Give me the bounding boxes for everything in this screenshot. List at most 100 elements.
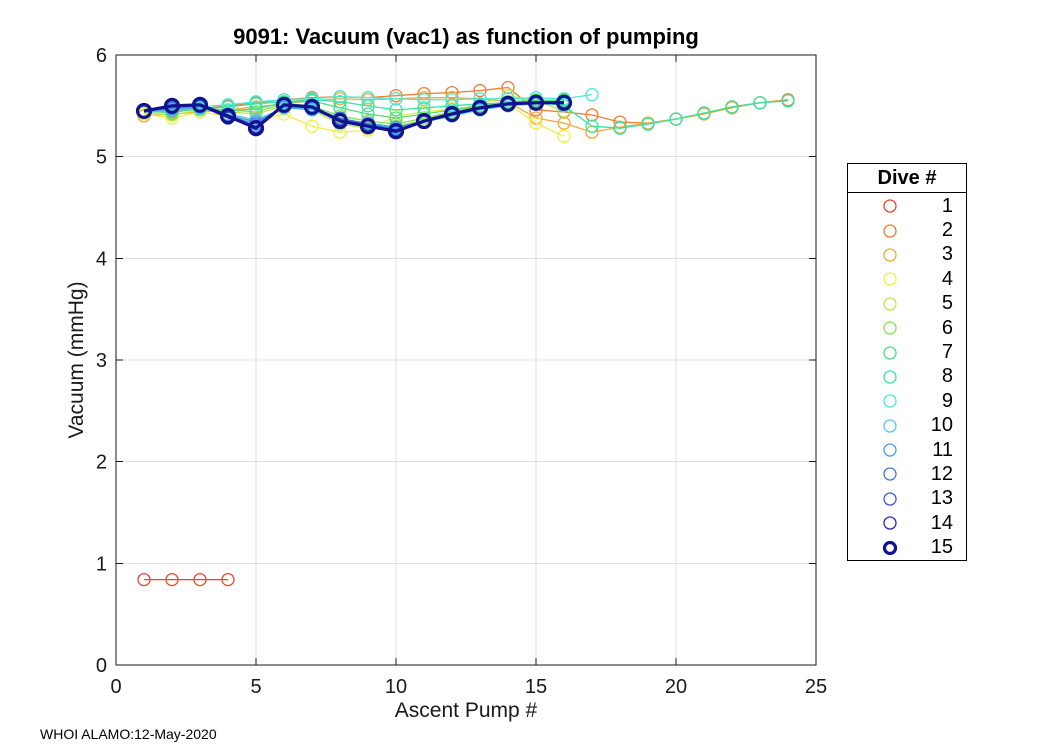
series-line-dive-9 (143, 94, 593, 112)
marker-dive-8 (333, 95, 347, 109)
marker-dive-7 (249, 102, 263, 116)
marker-dive-1 (165, 572, 179, 587)
series-line-dive-8 (143, 99, 789, 129)
y-tick-label: 3 (96, 350, 107, 372)
legend-label: 7 (941, 341, 953, 364)
marker-dive-8 (641, 117, 655, 131)
marker-dive-8 (585, 119, 599, 133)
legend-marker-icon (883, 321, 897, 335)
y-tick-label: 5 (96, 147, 107, 169)
legend-marker-icon (883, 419, 897, 433)
legend-row-dive-14: 14 (848, 511, 966, 535)
x-tick-label: 25 (805, 676, 827, 698)
marker-dive-1 (193, 572, 207, 587)
legend-label: 5 (941, 292, 953, 315)
marker-dive-2 (445, 85, 459, 100)
y-axis-label: Vacuum (mmHg) (65, 281, 88, 439)
legend-row-dive-2: 2 (848, 219, 966, 243)
legend-row-dive-3: 3 (848, 243, 966, 267)
legend-row-dive-10: 10 (848, 414, 966, 438)
marker-dive-4 (305, 119, 319, 133)
legend-label: 15 (930, 536, 953, 559)
series-line-dive-15 (143, 101, 564, 133)
legend-row-dive-12: 12 (848, 462, 966, 486)
legend-marker-icon (883, 443, 897, 457)
x-axis-label: Ascent Pump # (394, 699, 538, 722)
marker-dive-8 (725, 100, 739, 114)
y-tick-label: 2 (96, 452, 107, 474)
marker-dive-15 (443, 105, 461, 123)
marker-dive-8 (389, 103, 403, 117)
x-tick-label: 20 (665, 676, 687, 698)
x-tick-label: 5 (250, 676, 261, 698)
x-tick-label: 0 (110, 676, 121, 698)
marker-dive-15 (247, 120, 265, 137)
legend-marker-icon (883, 370, 897, 384)
marker-dive-9 (585, 88, 599, 102)
marker-dive-15 (191, 96, 209, 113)
marker-dive-1 (137, 572, 151, 587)
legend-label: 1 (941, 194, 953, 217)
marker-dive-15 (527, 94, 545, 111)
marker-dive-8 (361, 99, 375, 113)
chart-title: 9091: Vacuum (vac1) as function of pumpi… (233, 24, 699, 49)
marker-dive-4 (529, 116, 543, 130)
marker-dive-15 (135, 102, 153, 120)
marker-dive-2 (585, 108, 599, 122)
y-tick-label: 6 (96, 45, 107, 67)
legend-marker-icon (883, 394, 897, 408)
legend-marker-icon (882, 540, 898, 555)
legend-marker-icon (883, 345, 897, 360)
legend-label: 14 (930, 511, 953, 534)
marker-dive-9 (417, 93, 431, 107)
legend-row-dive-9: 9 (848, 389, 966, 413)
marker-dive-15 (219, 107, 237, 125)
marker-dive-15 (275, 96, 293, 113)
legend-marker-icon (883, 248, 897, 262)
marker-dive-8 (697, 106, 711, 120)
marker-dive-8 (613, 121, 627, 135)
x-tick-label: 10 (385, 676, 407, 698)
marker-dive-8 (753, 96, 767, 110)
marker-dive-15 (415, 112, 433, 130)
marker-dive-1 (221, 572, 235, 587)
marker-dive-9 (249, 95, 263, 109)
marker-dive-3 (529, 111, 543, 125)
legend-marker-icon (883, 272, 897, 287)
marker-dive-9 (473, 92, 487, 106)
legend-label: 13 (930, 487, 953, 510)
legend-row-dive-4: 4 (848, 267, 966, 291)
marker-dive-8 (781, 94, 795, 108)
x-tick-label: 15 (525, 676, 547, 698)
legend-row-dive-5: 5 (848, 292, 966, 316)
legend-row-dive-11: 11 (848, 438, 966, 462)
legend-marker-icon (883, 516, 897, 530)
footer-note: WHOI ALAMO:12-May-2020 (40, 726, 217, 742)
y-tick-label: 4 (96, 248, 107, 270)
legend-row-dive-1: 1 (848, 194, 966, 218)
marker-dive-9 (333, 90, 347, 104)
legend-marker-icon (883, 492, 897, 506)
legend-row-dive-6: 6 (848, 316, 966, 340)
marker-dive-15 (471, 99, 489, 116)
legend-marker-icon (883, 223, 897, 238)
legend-label: 8 (941, 365, 953, 388)
marker-dive-9 (445, 93, 459, 107)
marker-dive-2 (389, 89, 403, 103)
marker-dive-9 (305, 92, 319, 106)
marker-dive-15 (359, 118, 377, 135)
marker-dive-2 (473, 83, 487, 98)
legend-label: 2 (941, 219, 953, 242)
marker-dive-2 (501, 80, 515, 95)
legend-title: Dive # (848, 164, 966, 193)
marker-dive-8 (669, 112, 683, 126)
legend-label: 10 (930, 414, 953, 437)
y-tick-label: 1 (96, 553, 107, 575)
legend-marker-icon (883, 467, 897, 482)
marker-dive-15 (387, 123, 405, 140)
legend-row-dive-15: 15 (848, 536, 966, 560)
legend-label: 4 (941, 267, 953, 290)
marker-dive-15 (331, 112, 349, 130)
